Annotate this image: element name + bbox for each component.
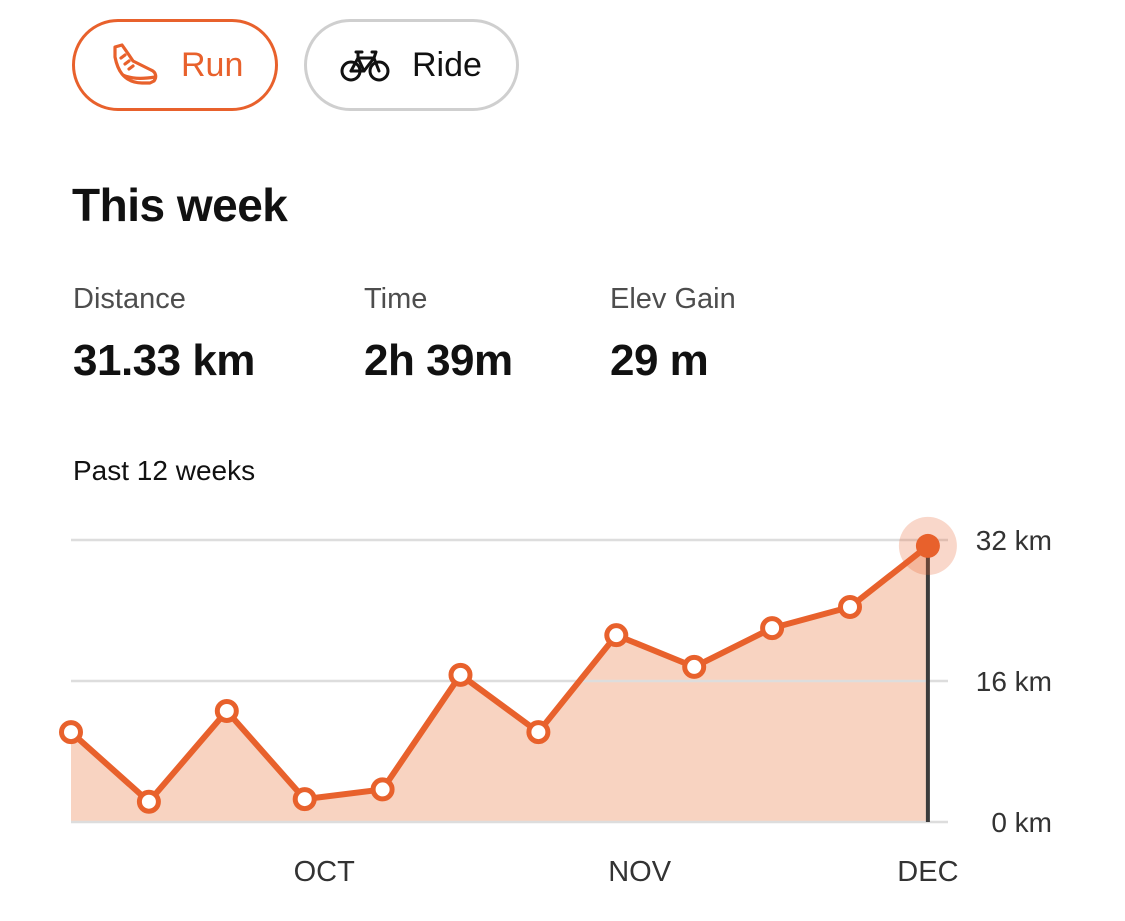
ride-filter-button[interactable]: Ride	[304, 19, 519, 111]
y-tick-label: 32 km	[976, 525, 1052, 556]
data-point	[292, 787, 317, 812]
area-fill	[71, 545, 928, 822]
chart-label: Past 12 weeks	[73, 455, 256, 486]
data-point	[760, 616, 785, 641]
data-point	[448, 662, 473, 687]
section-title: This week	[72, 179, 288, 231]
distance-stat: Distance 31.33 km	[73, 282, 255, 388]
run-filter-label: Run	[181, 45, 244, 84]
y-tick-label: 0 km	[991, 807, 1052, 838]
y-tick-label: 16 km	[976, 666, 1052, 697]
data-point	[526, 720, 551, 745]
elevation-stat: Elev Gain 29 m	[610, 282, 736, 388]
data-point	[59, 720, 83, 745]
ride-filter-label: Ride	[412, 45, 482, 84]
time-label: Time	[364, 283, 428, 315]
distance-label: Distance	[73, 283, 186, 315]
elevation-label: Elev Gain	[610, 283, 736, 315]
data-point	[214, 698, 239, 723]
distance-value: 31.33 km	[73, 335, 255, 385]
x-tick-label: DEC	[897, 856, 958, 888]
time-value: 2h 39m	[364, 335, 513, 385]
data-point	[604, 623, 629, 648]
data-point-current	[915, 533, 940, 558]
data-point	[682, 654, 707, 679]
x-tick-label: OCT	[294, 856, 356, 888]
running-shoe-icon	[109, 43, 159, 87]
elevation-value: 29 m	[610, 335, 709, 385]
data-point	[838, 594, 862, 619]
series-line	[68, 542, 931, 805]
data-point	[136, 789, 161, 814]
data-point	[370, 777, 395, 802]
run-filter-button[interactable]: Run	[72, 19, 278, 111]
bicycle-icon	[340, 47, 390, 83]
time-stat: Time 2h 39m	[364, 282, 513, 388]
x-tick-label: NOV	[608, 856, 672, 888]
